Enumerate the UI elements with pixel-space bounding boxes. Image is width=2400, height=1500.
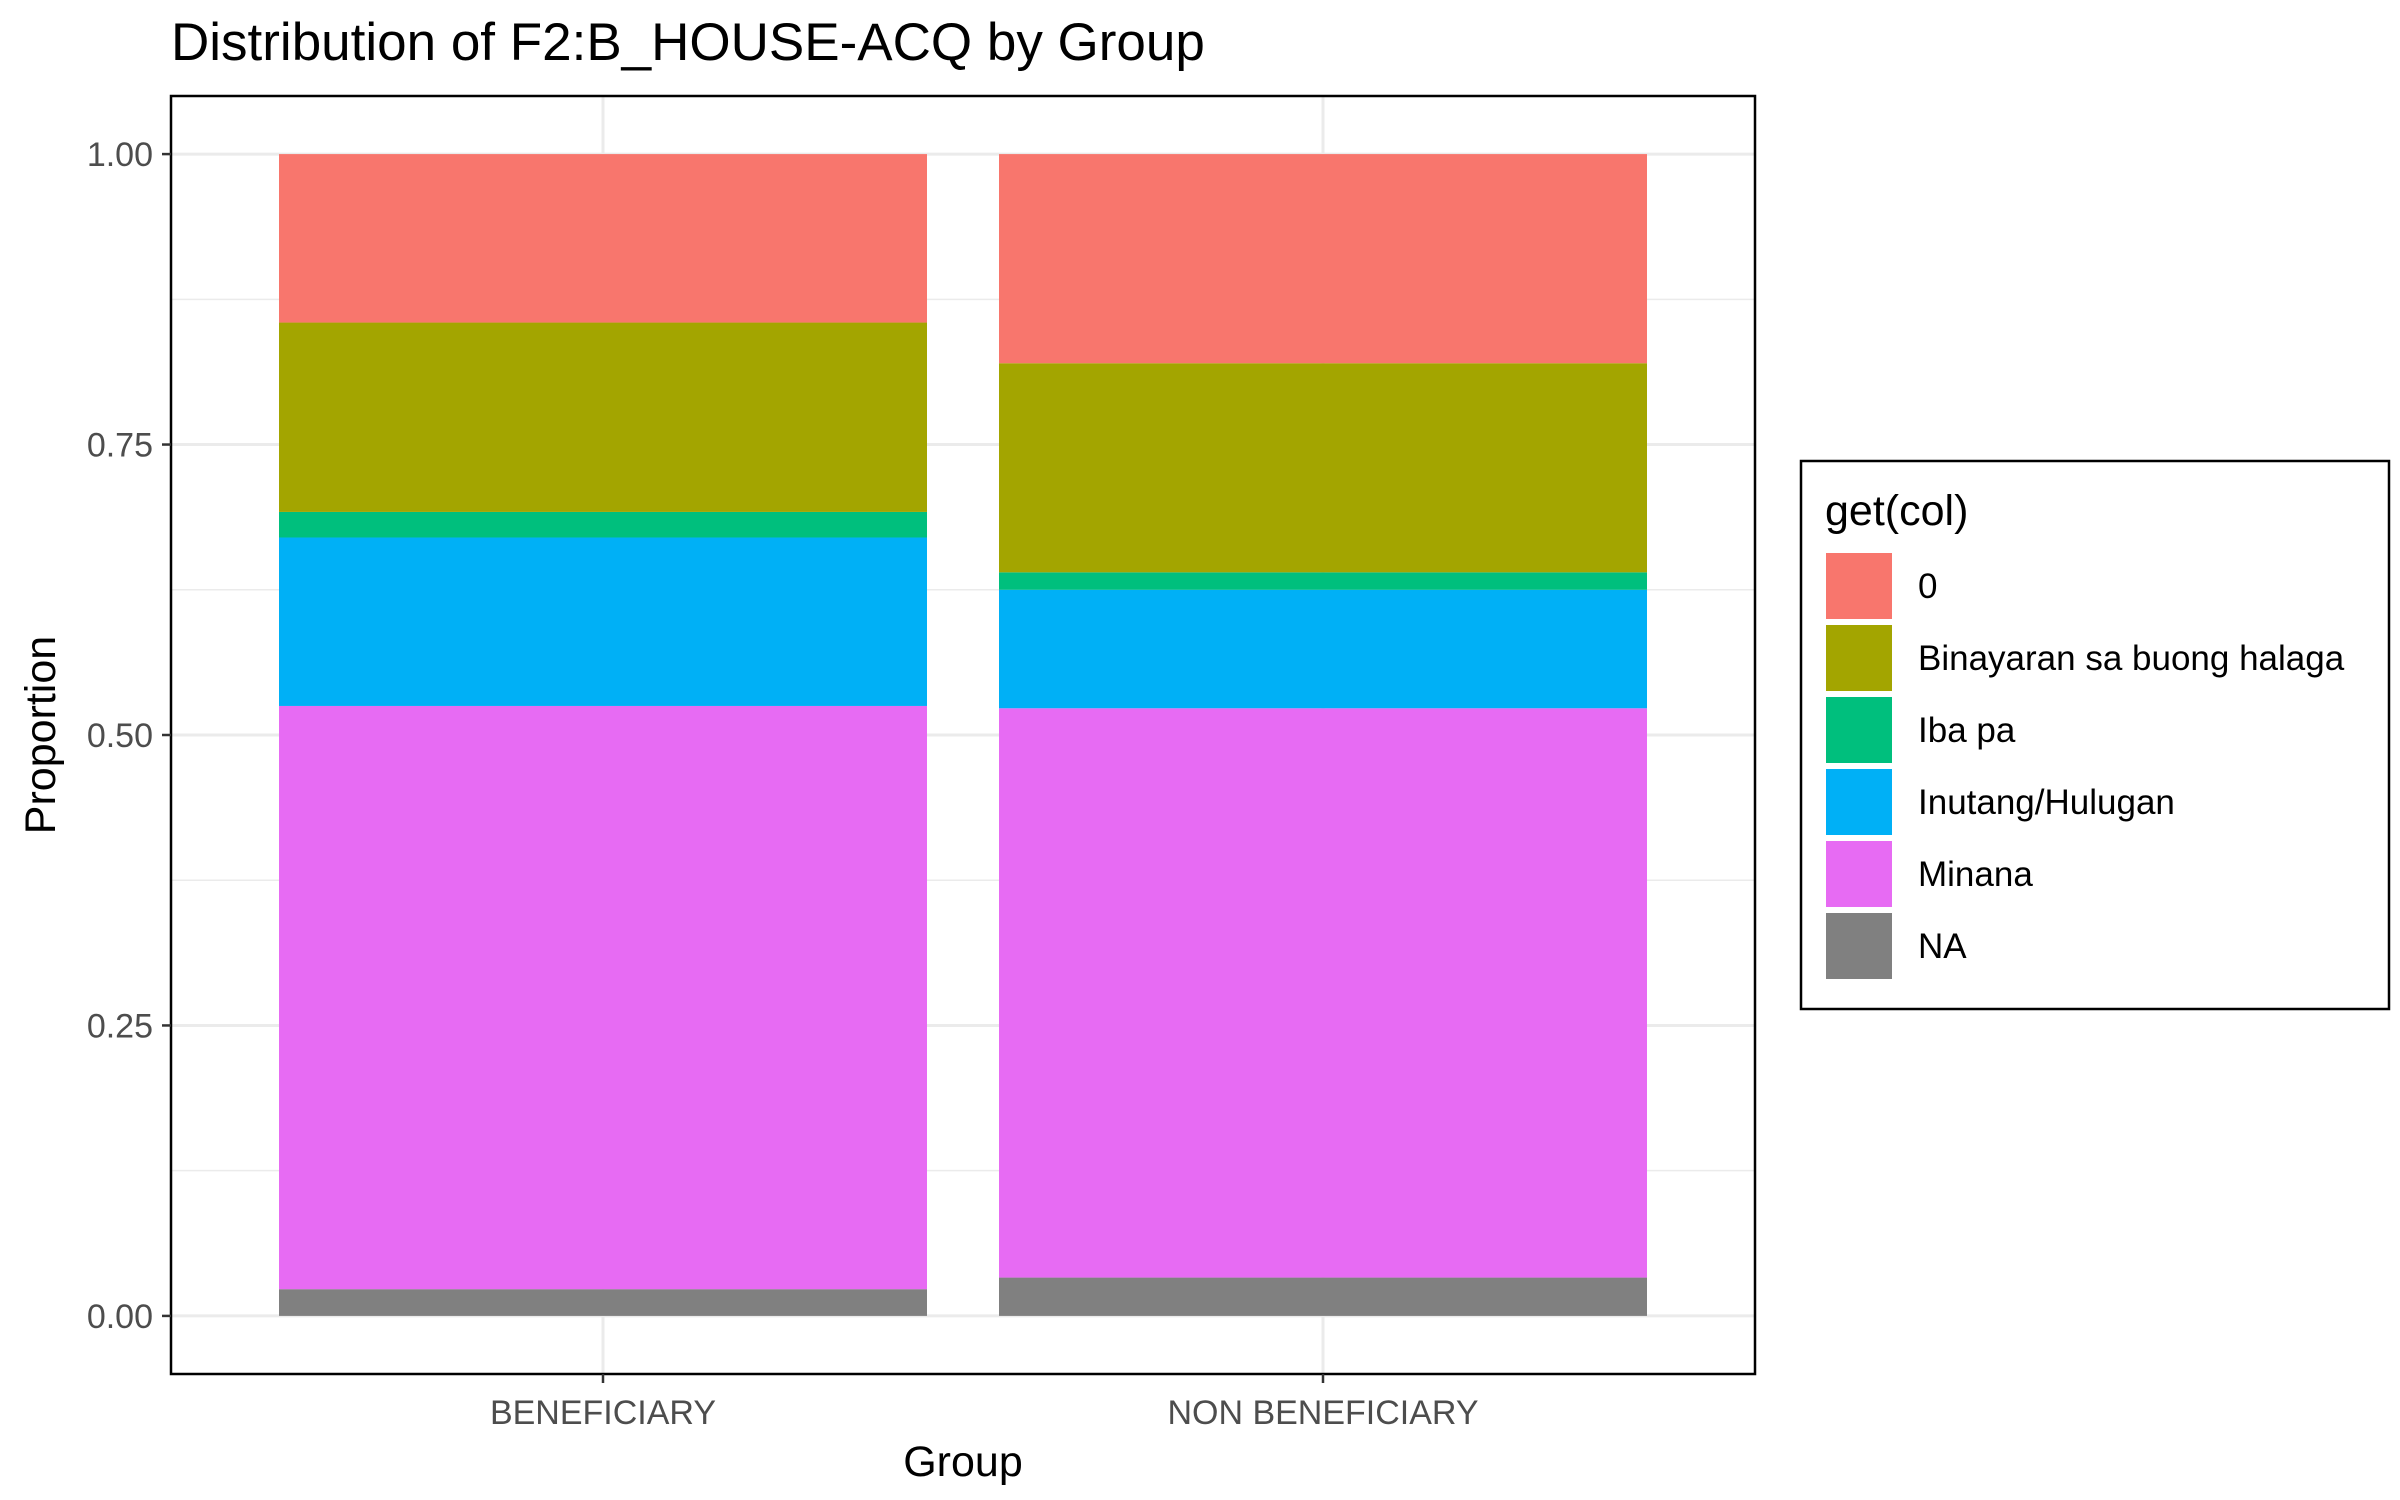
bar-segment [279, 705, 927, 1290]
legend-label: Inutang/Hulugan [1918, 783, 2175, 822]
y-tick-label: 0.50 [87, 717, 153, 755]
legend-label: 0 [1918, 567, 1937, 606]
legend-key [1826, 553, 1892, 619]
legend-label: Binayaran sa buong halaga [1918, 639, 2345, 678]
x-tick-label: NON BENEFICIARY [1167, 1394, 1478, 1432]
legend-label: Minana [1918, 855, 2033, 894]
bar-segment [999, 1277, 1647, 1316]
legend-key [1826, 913, 1892, 979]
bar-segment [279, 154, 927, 323]
legend-key [1826, 625, 1892, 691]
y-tick-label: 0.00 [87, 1298, 153, 1336]
legend: get(col) 0 Binayaran sa buong halaga Iba p… [1799, 459, 2391, 1011]
x-tick-label: BENEFICIARY [490, 1394, 716, 1432]
legend-key [1826, 769, 1892, 835]
bar-segment [999, 708, 1647, 1278]
bar-stack-group [279, 154, 1647, 1316]
bar-segment [279, 322, 927, 512]
bar-segment [999, 154, 1647, 364]
x-axis-ticks: BENEFICIARY NON BENEFICIARY [490, 1374, 1479, 1432]
chart-title: Distribution of F2:B_HOUSE-ACQ by Group [171, 13, 1205, 72]
y-tick-label: 0.75 [87, 427, 153, 465]
bar-segment [279, 1289, 927, 1316]
bar-segment [999, 589, 1647, 709]
bar-segment [999, 572, 1647, 590]
legend-key [1826, 841, 1892, 907]
legend-items: 0 Binayaran sa buong halaga Iba pa Inutang/… [1826, 553, 2345, 979]
y-tick-label: 0.25 [87, 1007, 153, 1045]
legend-key [1826, 697, 1892, 763]
legend-label: NA [1918, 927, 1967, 966]
legend-label: Iba pa [1918, 711, 2016, 750]
y-tick-label: 1.00 [87, 136, 153, 174]
y-axis-ticks: 0.00 0.25 0.50 0.75 1.00 [87, 136, 171, 1336]
legend-title: get(col) [1825, 487, 1968, 535]
bar-segment [999, 363, 1647, 573]
legend-box [1799, 459, 2391, 1011]
bar-segment [279, 511, 927, 538]
bar-segment [279, 537, 927, 706]
x-axis-title: Group [903, 1438, 1023, 1486]
y-axis-title: Proportion [17, 636, 65, 834]
